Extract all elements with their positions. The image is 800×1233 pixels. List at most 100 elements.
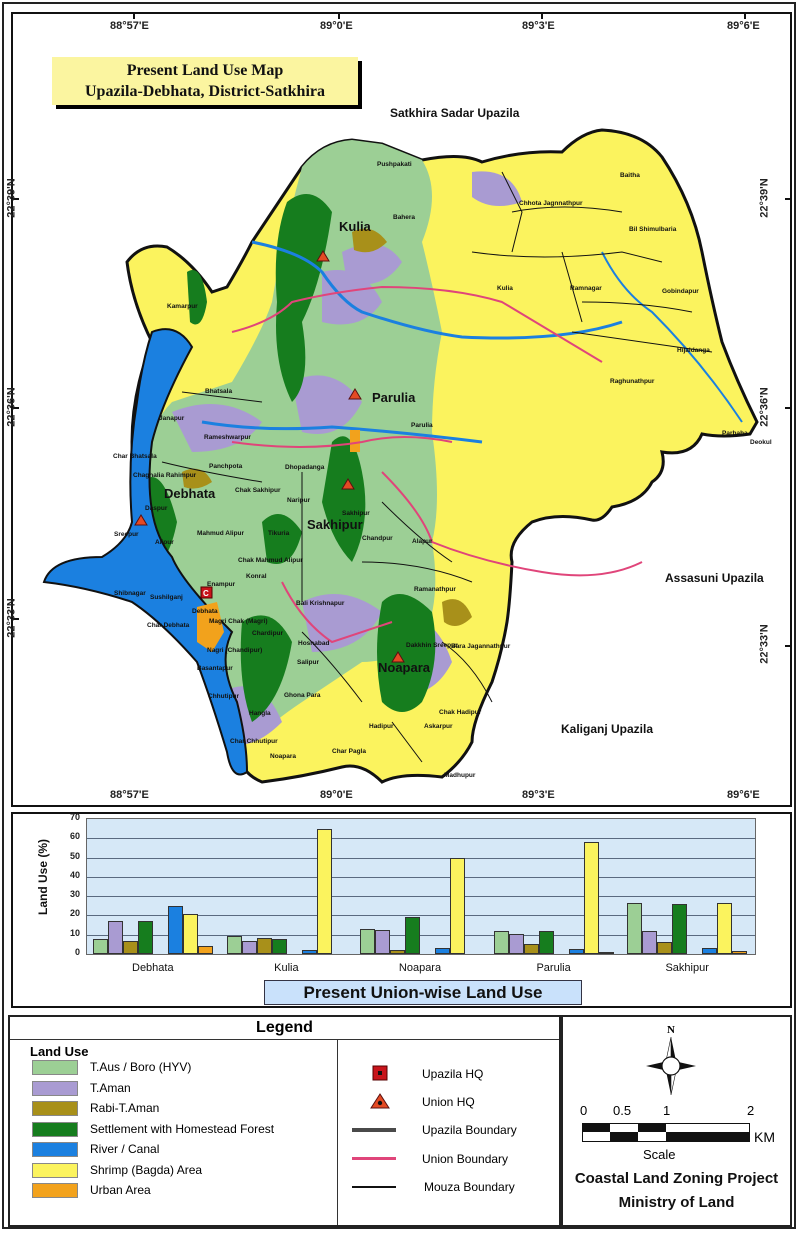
neighbor-label-south: Kaliganj Upazila — [561, 722, 654, 736]
union-label-noapara: Noapara — [378, 660, 431, 675]
svg-text:Char Bhatsala: Char Bhatsala — [113, 453, 157, 460]
gridline — [87, 896, 755, 898]
north-arrow-icon: N — [646, 1024, 696, 1096]
bar — [256, 937, 272, 954]
legend-box: Legend Land Use T.Aus / Boro (HYV) T.Aman… — [8, 1015, 561, 1227]
neighbor-label-east: Assasuni Upazila — [665, 571, 764, 585]
scale-tick-0.5: 0.5 — [613, 1103, 632, 1118]
lat-label-right: 22°39'N — [758, 178, 771, 218]
bar — [93, 938, 108, 954]
red-square-dot-icon — [372, 1065, 388, 1081]
tick — [13, 407, 19, 409]
y-tick-label: 70 — [69, 812, 80, 822]
svg-text:Chhota Jagnnathpur: Chhota Jagnnathpur — [519, 200, 583, 207]
union-hq-marker-noapara — [391, 651, 405, 663]
legend-item-union-boundary: Union Boundary — [350, 1150, 560, 1170]
svg-text:Chak Mahmud Alipur: Chak Mahmud Alipur — [238, 557, 303, 564]
svg-text:Nagri (Chandipur): Nagri (Chandipur) — [207, 647, 262, 654]
lon-label-bottom: 89°0'E — [320, 789, 353, 801]
union-label-kulia: Kulia — [339, 219, 372, 234]
svg-text:Enampur: Enampur — [207, 581, 236, 588]
svg-text:Madhupur: Madhupur — [444, 772, 476, 779]
bar — [493, 930, 509, 954]
svg-text:Deokul: Deokul — [750, 439, 772, 446]
gridline — [87, 934, 755, 936]
svg-text:Daspur: Daspur — [145, 505, 168, 512]
x-category-label: Debhata — [132, 962, 174, 974]
bar — [435, 948, 451, 954]
chart-y-axis-label: Land Use (%) — [36, 839, 50, 916]
scale-label: Scale — [643, 1147, 676, 1162]
svg-text:Magri Chak (Magri): Magri Chak (Magri) — [209, 618, 268, 625]
bar — [450, 857, 466, 954]
lat-label-left: 22°33'N — [5, 598, 18, 638]
legend-label: Rabi-T.Aman — [90, 1101, 160, 1115]
legend-label: Upazila HQ — [422, 1067, 484, 1081]
ministry-name: Ministry of Land — [618, 1194, 735, 1211]
union-label-sakhipur: Sakhipur — [307, 517, 363, 532]
tick — [13, 618, 19, 620]
tick — [13, 198, 19, 200]
svg-text:C: C — [203, 589, 209, 598]
union-hq-marker-kulia — [316, 250, 330, 262]
svg-text:Ghona Para: Ghona Para — [284, 692, 321, 699]
pink-line-icon — [352, 1157, 396, 1160]
bar — [390, 950, 406, 954]
color-swatch — [32, 1060, 78, 1075]
svg-text:Noapara: Noapara — [270, 753, 296, 760]
legend-title: Legend — [10, 1017, 559, 1040]
bar — [702, 948, 718, 954]
land-use-map: C Kulia Parulia Debhata Sakhipur Noapara… — [42, 128, 772, 784]
bar — [583, 842, 599, 954]
color-swatch — [32, 1101, 78, 1116]
tick — [785, 407, 791, 409]
tick — [541, 13, 543, 19]
x-category-label: Kulia — [274, 962, 299, 974]
legend-label: River / Canal — [90, 1142, 160, 1156]
svg-text:Ramanathpur: Ramanathpur — [414, 586, 456, 593]
lon-label-bottom: 88°57'E — [110, 789, 149, 801]
bar — [226, 935, 242, 954]
bar — [672, 903, 688, 954]
bar — [241, 940, 257, 954]
legend-item-union-hq: Union HQ — [350, 1093, 560, 1113]
bar — [568, 949, 584, 954]
svg-text:Bahera: Bahera — [393, 214, 415, 221]
lon-label-top: 89°3'E — [522, 20, 555, 32]
legend-label: T.Aus / Boro (HYV) — [90, 1060, 192, 1074]
upazila-hq-marker — [200, 586, 213, 599]
legend-item-mouza-boundary: Mouza Boundary — [350, 1178, 560, 1198]
map-title: Present Land Use Map — [126, 62, 284, 79]
lat-label-right: 22°36'N — [758, 387, 771, 427]
legend-label: Settlement with Homestead Forest — [90, 1121, 275, 1136]
svg-text:Hangla: Hangla — [249, 710, 271, 717]
legend-label: Mouza Boundary — [424, 1180, 515, 1194]
legend-label: Shrimp (Bagda) Area — [90, 1162, 203, 1177]
chart-plot-area — [86, 818, 756, 955]
bar — [732, 951, 748, 954]
svg-text:Sakhipur: Sakhipur — [342, 510, 370, 517]
svg-text:Panchpota: Panchpota — [209, 463, 243, 470]
svg-text:Basantapur: Basantapur — [197, 665, 233, 672]
svg-text:Janapur: Janapur — [159, 415, 185, 422]
bar — [538, 930, 554, 954]
lat-label-left: 22°36'N — [5, 387, 18, 427]
svg-text:Naripur: Naripur — [287, 497, 311, 504]
legend-label: Upazila Boundary — [422, 1123, 517, 1137]
bar — [523, 944, 539, 954]
bar — [657, 942, 673, 954]
chart-title: Present Union-wise Land Use — [264, 980, 582, 1005]
svg-text:N: N — [667, 1024, 675, 1036]
lat-label-right: 22°33'N — [758, 624, 771, 664]
tick — [338, 13, 340, 19]
scale-bar — [582, 1123, 750, 1142]
thin-black-line-icon — [352, 1186, 396, 1188]
svg-text:Chak Hadipur: Chak Hadipur — [439, 709, 482, 716]
legend-divider — [337, 1039, 338, 1225]
legend-label: Union HQ — [422, 1095, 475, 1109]
svg-text:Konral: Konral — [246, 573, 267, 580]
bar — [123, 940, 138, 954]
tick — [133, 13, 135, 19]
bar — [360, 928, 376, 954]
